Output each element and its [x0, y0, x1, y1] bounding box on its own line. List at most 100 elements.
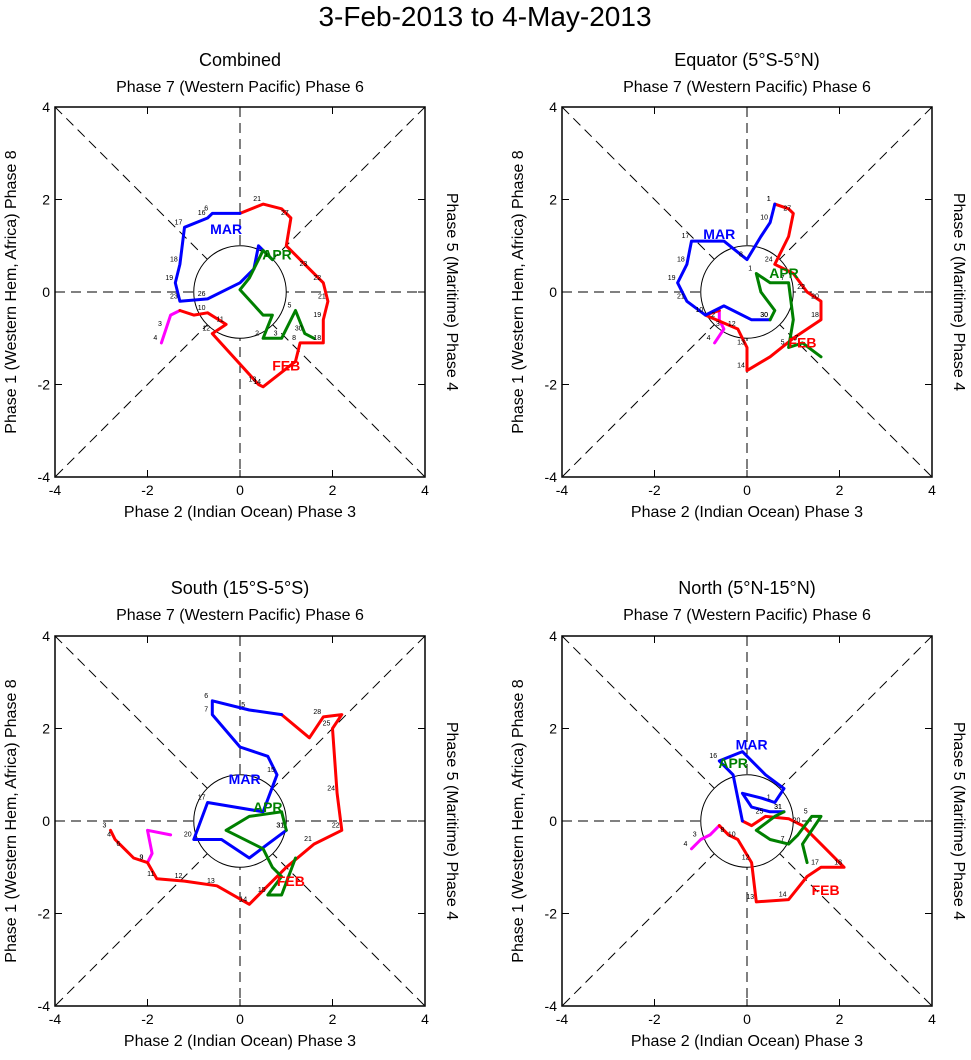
panel-3-day-label: 11: [147, 871, 154, 878]
panel-2-series-feb: [703, 202, 823, 373]
panel-4-day-label: 31: [774, 804, 782, 811]
panel-3-ytick-label: 2: [42, 721, 50, 737]
panel-1-day-label: 19: [165, 275, 173, 282]
panel-3-ylabel: Phase 1 (Western Hem, Africa) Phase 8: [3, 679, 20, 962]
panel-1-day-label: 23: [299, 261, 307, 268]
panel-2-day-label: 18: [677, 256, 685, 263]
panel-2-day-label: 10: [760, 215, 768, 222]
panel-4-xtick-label: 4: [928, 1011, 936, 1027]
panel-1-top-phase-label: Phase 7 (Western Pacific) Phase 6: [116, 79, 364, 96]
panel-1-day-label: 3: [158, 321, 162, 328]
panel-3-series-jan: [146, 828, 173, 865]
panel-1-day-label: 18: [313, 335, 321, 342]
panel-3-day-label: 17: [198, 795, 206, 802]
panel-4-xtick-label: -4: [556, 1011, 569, 1027]
panel-1: Combined Phase 7 (Western Pacific) Phase …: [3, 50, 460, 521]
panel-2-day-label: 30: [760, 312, 768, 319]
panel-2-day-label: 27: [783, 205, 791, 212]
panel-2-day-label: 14: [737, 363, 745, 370]
panel-4-day-label: 17: [811, 859, 819, 866]
panel-2-day-label: 1: [767, 196, 771, 203]
panel-3-xtick-label: -2: [141, 1011, 154, 1027]
panel-2-series-jan: [713, 309, 726, 345]
panel-3-top-phase-label: Phase 7 (Western Pacific) Phase 6: [116, 607, 364, 624]
panel-2-ytick-label: 4: [549, 99, 557, 115]
panel-2-day-label: 12: [728, 321, 736, 328]
panel-1-day-label: 8: [292, 335, 296, 342]
panel-1-day-label: 17: [175, 219, 183, 226]
panel-3: South (15°S-5°S) Phase 7 (Western Pacific…: [3, 578, 460, 1050]
panel-1-month-label-feb: FEB: [272, 358, 300, 374]
panel-2-day-label: 22: [797, 284, 805, 291]
panel-3-day-label: 12: [175, 873, 183, 880]
panel-2: Equator (5°S-5°N) Phase 7 (Western Pacifi…: [510, 50, 967, 521]
panel-4-day-label: 13: [746, 894, 754, 901]
panel-2-day-label: 18: [811, 312, 819, 319]
panel-1-xtick-label: -2: [141, 482, 154, 498]
panel-2-month-label-feb: FEB: [789, 335, 817, 351]
panel-3-day-label: 31: [276, 822, 284, 829]
panel-3-day-label: 3: [103, 822, 107, 829]
panel-3-day-label: 15: [267, 767, 275, 774]
panel-2-xtick-label: -2: [648, 482, 661, 498]
panel-2-xtick-label: -4: [556, 482, 569, 498]
panel-2-xtick-label: 2: [836, 482, 844, 498]
panel-4-day-label: 25: [756, 808, 764, 815]
panel-1-day-label: 26: [198, 291, 206, 298]
panel-4-day-label: 16: [709, 753, 717, 760]
panel-2-day-label: 2: [711, 312, 715, 319]
panel-4-ytick-label: 0: [549, 813, 557, 829]
panel-3-day-label: 15: [258, 887, 266, 894]
panel-4-ytick-label: -2: [545, 906, 558, 922]
panel-4-day-label: 5: [804, 808, 808, 815]
panel-4-series-mar: [717, 750, 786, 823]
panel-1-day-label: 5: [288, 303, 292, 310]
panel-2-xtick-label: 0: [743, 482, 751, 498]
panel-2-day-label: 8: [739, 252, 743, 259]
panel-2-ylabel: Phase 1 (Western Hem, Africa) Phase 8: [510, 150, 527, 433]
panel-1-day-label: 6: [204, 205, 208, 212]
panel-2-day-label: 7: [795, 335, 799, 342]
panel-4-xtick-label: 0: [743, 1011, 751, 1027]
panel-3-day-label: 21: [304, 836, 312, 843]
panel-2-ytick-label: 2: [549, 192, 557, 208]
panel-1-day-label: 14: [253, 379, 261, 386]
panel-2-series-mar: [676, 202, 777, 322]
panel-1-day-label: 21: [253, 196, 261, 203]
panel-3-right-phase-label: Phase 5 (Maritime) Phase 4: [443, 722, 460, 920]
panel-1-ytick-label: 0: [42, 284, 50, 300]
panel-1-day-label: 16: [198, 210, 206, 217]
panel-2-day-label: 10: [695, 307, 703, 314]
panel-3-day-label: 13: [207, 878, 215, 885]
panel-1-xtick-label: -4: [49, 482, 62, 498]
panel-1-day-label: 27: [281, 210, 289, 217]
panel-3-day-label: 24: [327, 785, 335, 792]
panel-2-day-label: 1: [748, 266, 752, 273]
panel-2-day-label: 24: [765, 256, 773, 263]
panel-2-day-label: 19: [668, 275, 676, 282]
panel-2-day-label: 17: [682, 233, 690, 240]
panel-2-day-label: 13: [737, 340, 745, 347]
panel-4-xtick-label: 2: [836, 1011, 844, 1027]
panel-1-day-label: 4: [153, 335, 157, 342]
panel-4-xlabel: Phase 2 (Indian Ocean) Phase 3: [631, 1033, 863, 1050]
panel-3-ytick-label: 4: [42, 628, 50, 644]
panel-4-day-label: 3: [693, 832, 697, 839]
panel-3-day-label: 7: [204, 707, 208, 714]
panel-2-day-label: 4: [707, 335, 711, 342]
panel-3-ytick-label: -4: [38, 998, 51, 1014]
panel-1-day-label: 13: [249, 377, 257, 384]
panel-1-xtick-label: 2: [329, 482, 337, 498]
panel-3-day-label: 25: [323, 721, 331, 728]
panel-2-xlabel: Phase 2 (Indian Ocean) Phase 3: [631, 504, 863, 521]
panel-2-day-label: 3: [716, 321, 720, 328]
panel-2-right-phase-label: Phase 5 (Maritime) Phase 4: [950, 193, 967, 391]
panel-4: North (5°N-15°N) Phase 7 (Western Pacific…: [510, 578, 967, 1050]
panel-4-day-label: 14: [779, 892, 787, 899]
panel-3-series-feb: [109, 713, 344, 906]
panel-3-xtick-label: 4: [421, 1011, 429, 1027]
panel-3-day-label: 5: [241, 702, 245, 709]
panel-1-xtick-label: 4: [421, 482, 429, 498]
panel-1-series-feb: [178, 202, 330, 389]
